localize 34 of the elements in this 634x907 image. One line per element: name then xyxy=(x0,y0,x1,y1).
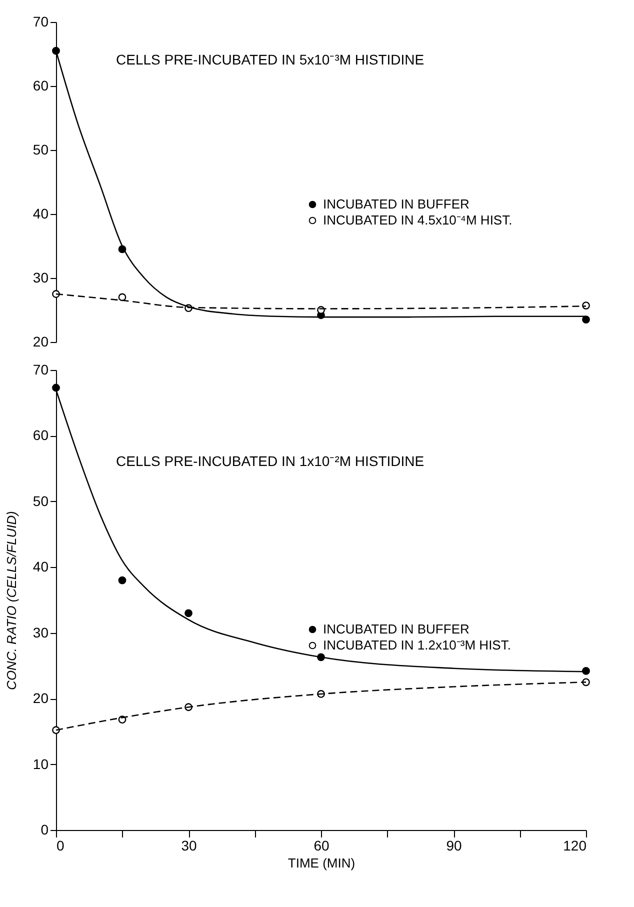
y-axis-title: CONC. RATIO (CELLS/FLUID) xyxy=(4,511,19,690)
point xyxy=(52,46,60,55)
x-axis-title: TIME (MIN) xyxy=(288,856,356,870)
y-tick-label: 10 xyxy=(32,756,49,772)
y-tick-label: 50 xyxy=(32,142,49,158)
y-tick-label: 30 xyxy=(32,270,49,286)
point xyxy=(118,293,126,302)
x-tick-label: 0 xyxy=(56,838,64,854)
y-tick-label: 40 xyxy=(32,206,49,222)
y-tick-label: 20 xyxy=(32,334,49,350)
x-tick-label: 30 xyxy=(181,838,197,854)
point xyxy=(118,576,126,584)
legend-label: INCUBATED IN 1.2x10⁻³M HIST. xyxy=(323,638,511,652)
y-tick-label: 70 xyxy=(32,14,49,30)
y-tick-label: 0 xyxy=(40,822,49,838)
legend-label: INCUBATED IN BUFFER xyxy=(323,622,470,636)
x-tick-label: 120 xyxy=(563,838,587,854)
y-tick-label: 40 xyxy=(32,558,49,575)
y-tick-label: 60 xyxy=(32,78,49,94)
legend-label: INCUBATED IN BUFFER xyxy=(323,196,470,212)
legend-label: INCUBATED IN 4.5x10⁻⁴M HIST. xyxy=(323,212,512,228)
y-tick-label: 50 xyxy=(32,492,49,509)
point xyxy=(184,609,192,618)
text: CELLS PRE-INCUBATED IN 1x10⁻²M HISTIDINE xyxy=(116,453,424,469)
y-tick-label: 30 xyxy=(32,624,49,640)
point xyxy=(582,316,590,324)
y-tick-label: 70 xyxy=(32,362,49,378)
text: CELLS PRE-INCUBATED IN 5x10⁻³M HISTIDINE xyxy=(116,51,424,68)
y-tick-label: 20 xyxy=(32,690,49,706)
y-tick-label: 60 xyxy=(32,427,49,444)
x-tick-label: 90 xyxy=(446,838,462,854)
x-tick-label: 60 xyxy=(314,838,330,854)
point xyxy=(52,384,60,392)
point xyxy=(582,667,590,675)
